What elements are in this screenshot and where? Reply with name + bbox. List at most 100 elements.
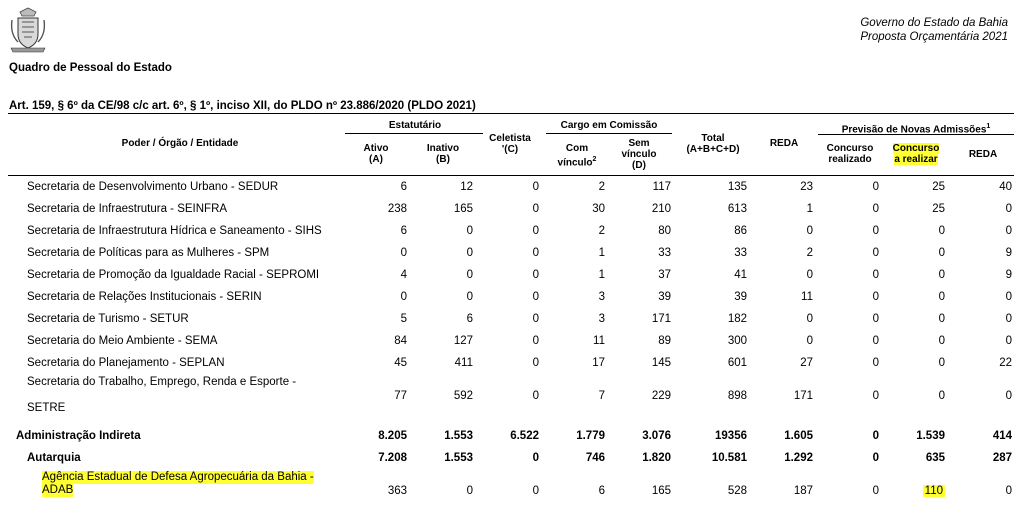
- row-label: Secretaria de Infraestrutura Hídrica e S…: [27, 225, 322, 237]
- cell-col-6: 528: [727, 485, 747, 497]
- cell-col-2: 592: [453, 390, 473, 402]
- col-header-estatutario: Estatutário: [388, 120, 442, 131]
- cell-col-10: 9: [1005, 247, 1012, 259]
- cell-col-1: 8.205: [378, 430, 407, 442]
- table-row: Secretaria de Promoção da Igualdade Raci…: [0, 268, 1020, 282]
- cell-col-2: 127: [453, 335, 473, 347]
- cell-col-7: 0: [806, 225, 813, 237]
- cargo-rule: [546, 133, 672, 134]
- table-row: Secretaria do Trabalho, Emprego, Renda e…: [0, 376, 1020, 414]
- cell-col-4: 2: [598, 225, 605, 237]
- row-label: Secretaria de Infraestrutura - SEINFRA: [27, 203, 228, 215]
- cell-col-9: 0: [938, 247, 945, 259]
- cell-col-3: 0: [532, 452, 539, 464]
- cell-col-9: 110: [885, 484, 945, 498]
- cell-col-4: 3: [598, 313, 605, 325]
- cell-col-9: 0: [938, 335, 945, 347]
- cell-col-2: 0: [466, 269, 473, 281]
- cell-col-9: 25: [932, 181, 945, 193]
- cell-col-2: 0: [466, 247, 473, 259]
- cell-col-2: 165: [453, 203, 473, 215]
- cell-col-6: 33: [734, 247, 747, 259]
- cell-col-3: 0: [532, 313, 539, 325]
- cell-col-3: 0: [532, 390, 539, 402]
- cell-col-8: 0: [872, 452, 879, 464]
- cell-col-2: 6: [466, 313, 473, 325]
- cell-col-2: 12: [460, 181, 473, 193]
- cell-col-1: 45: [394, 357, 407, 369]
- cell-col-10: 0: [1005, 225, 1012, 237]
- cell-col-10: 0: [1005, 335, 1012, 347]
- cell-col-7: 11: [801, 291, 813, 303]
- cell-col-1: 84: [394, 335, 407, 347]
- row-label: Secretaria de Políticas para as Mulheres…: [27, 247, 270, 259]
- cell-col-3: 0: [532, 181, 539, 193]
- cell-col-6: 300: [727, 335, 747, 347]
- cell-col-7: 1.292: [784, 452, 813, 464]
- cell-col-10: 22: [999, 357, 1012, 369]
- cell-col-9: 0: [938, 390, 945, 402]
- header-right: Governo do Estado da Bahia Proposta Orça…: [860, 16, 1008, 44]
- cell-col-6: 86: [734, 225, 747, 237]
- table-row: Secretaria do Planejamento - SEPLAN 45 411…: [0, 356, 1020, 370]
- cell-col-3: 0: [532, 225, 539, 237]
- cell-col-5: 39: [658, 291, 671, 303]
- budget-proposal: Proposta Orçamentária 2021: [860, 31, 1008, 43]
- cell-col-10: 414: [992, 430, 1012, 442]
- cell-col-3: 0: [532, 247, 539, 259]
- cell-col-9: 0: [938, 225, 945, 237]
- cell-col-4: 2: [598, 181, 605, 193]
- row-label: Agência Estadual de Defesa Agropecuária …: [42, 471, 314, 497]
- cell-col-5: 165: [651, 485, 671, 497]
- col-header-previsao: Previsão de Novas Admissões1: [841, 123, 991, 136]
- government-name: Governo do Estado da Bahia: [860, 17, 1008, 29]
- cell-col-4: 1: [598, 269, 605, 281]
- cell-col-4: 7: [598, 390, 605, 402]
- cell-col-8: 0: [872, 313, 879, 325]
- col-header-ativo: Ativo (A): [363, 143, 389, 165]
- cell-col-7: 1.605: [784, 430, 813, 442]
- cell-col-1: 238: [387, 203, 407, 215]
- cell-col-5: 37: [658, 269, 671, 281]
- cell-col-1: 0: [400, 291, 407, 303]
- cell-col-8: 0: [872, 390, 879, 402]
- cell-col-6: 898: [727, 390, 747, 402]
- highlighted-value: 110: [922, 485, 945, 497]
- cell-col-2: 1.553: [444, 430, 473, 442]
- cell-col-7: 27: [800, 357, 813, 369]
- table-row: Secretaria de Políticas para as Mulheres…: [0, 246, 1020, 260]
- cell-col-7: 2: [806, 247, 813, 259]
- row-label: Secretaria do Meio Ambiente - SEMA: [27, 335, 218, 347]
- table-row: Agência Estadual de Defesa Agropecuária …: [0, 471, 1020, 497]
- previsao-rule: [818, 134, 1014, 135]
- cell-col-10: 0: [1005, 390, 1012, 402]
- row-label: Secretaria de Relações Institucionais - …: [27, 291, 262, 303]
- cell-col-4: 3: [598, 291, 605, 303]
- cell-col-5: 89: [658, 335, 671, 347]
- cell-col-6: 613: [727, 203, 747, 215]
- cell-col-10: 0: [1005, 203, 1012, 215]
- col-header-inativo: Inativo (B): [426, 143, 460, 165]
- bahia-coat-of-arms-logo: [8, 6, 48, 54]
- cell-col-7: 23: [800, 181, 813, 193]
- row-label: Autarquia: [27, 452, 81, 464]
- cell-col-1: 0: [400, 247, 407, 259]
- cell-col-5: 33: [658, 247, 671, 259]
- cell-col-1: 363: [387, 485, 407, 497]
- row-label: Secretaria do Trabalho, Emprego, Renda e…: [27, 376, 297, 414]
- col-header-total: Total (A+B+C+D): [686, 133, 740, 155]
- table-row: Secretaria de Turismo - SETUR 5 6 0 3 171 182 0…: [0, 312, 1020, 326]
- cell-col-1: 6: [400, 181, 407, 193]
- cell-col-5: 171: [651, 313, 671, 325]
- cell-col-8: 0: [872, 225, 879, 237]
- table-top-rule: [8, 113, 1014, 114]
- cell-col-4: 1: [598, 247, 605, 259]
- cell-col-7: 187: [793, 485, 813, 497]
- col-header-com-vinculo: Com vínculo2: [557, 143, 597, 169]
- cell-col-10: 40: [999, 181, 1012, 193]
- cell-col-5: 3.076: [642, 430, 671, 442]
- cell-col-5: 145: [651, 357, 671, 369]
- col-header-celetista: Celetista '(C): [489, 133, 531, 155]
- cell-col-7: 0: [806, 269, 813, 281]
- cell-col-7: 1: [806, 203, 813, 215]
